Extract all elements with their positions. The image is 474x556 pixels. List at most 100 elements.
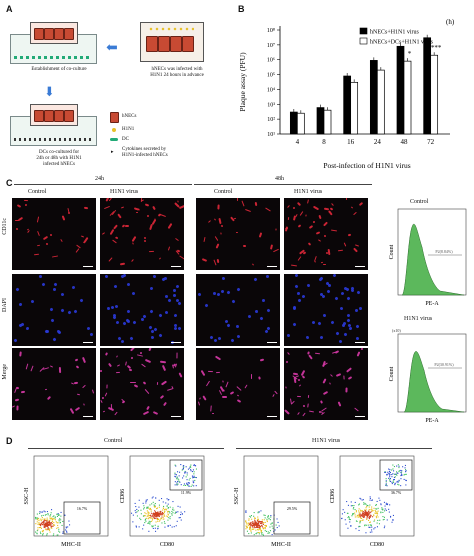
gate-percent: 16.7% [77,506,88,511]
micrograph-r2-c3 [196,274,280,346]
col-label-4: H1N1 virus [294,189,323,195]
dot-plot-xlabel: CD80 [160,542,174,548]
gate-box [169,459,203,491]
y-tick-label: 10⁷ [267,43,275,49]
flow-ylabel-h1n1: Count [389,366,395,381]
bar-h1n1-16h [343,75,352,135]
step-coculture-label: Establishment of co-culture [31,67,87,72]
legend-label-2: hNECs+DCs+H1N1 virus [370,40,434,46]
dc-icon [110,138,118,141]
dot-plot-xlabel: MHC-II [61,542,81,548]
group-control-line [28,448,224,449]
y-axis-label: Plaque assay (PFU) [238,52,247,112]
group-h1n1-line [236,448,432,449]
micrograph-r1-c2 [100,198,184,270]
step-infected-label: hNECs was infected with H1N1 24 hours in… [150,67,204,78]
micrograph-r2-c4 [284,274,368,346]
dot-plot-ylabel: SSC-H [24,487,30,505]
micrograph-r1-c4 [284,198,368,270]
arrow-left-icon: ⬅ [106,41,118,56]
col-label-2: H1N1 virus [110,189,139,195]
y-tick-label: 10⁶ [267,58,275,64]
cytokine-icon: ▸ [111,150,114,155]
x-axis-label: Post-infection of H1N1 virus [323,161,410,170]
micrograph-r3-c3 [196,348,280,420]
group-control: Control [104,438,123,444]
y-tick-label: 10³ [267,102,275,108]
flow-ylabel-control: Count [389,244,395,259]
gate-h1n1: P2(30.91%) [434,362,454,367]
gate-box [63,501,101,535]
x-axis-unit: (h) [446,18,455,26]
virus-icon [112,128,116,132]
bar-h1n1-72h [423,37,432,135]
bar-h1n1-4h [289,111,298,135]
infected-well [140,22,204,64]
time-48h: 48h [275,176,284,182]
legend-cytokines: Cytokines secreted by H1N1-infected hNEC… [122,147,168,158]
significance-mark: *** [431,44,442,52]
bar-dcs-4h [296,112,305,135]
panel-letter-a: A [6,4,13,14]
legend-swatch-2 [359,37,368,45]
bar-dcs-24h [376,69,385,135]
row-label-dapi: DAPI [2,298,8,313]
flow-xlabel-control: PE-A [425,301,439,307]
group-h1n1: H1N1 virus [312,438,341,444]
arrow-down-icon: ⬇ [44,84,55,99]
dot-plot-ylabel: SSC-H [234,487,240,505]
legend-hnecs: hNECs [122,114,137,119]
flow-histogram-control: P2(8.84%) Count PE-A [389,208,467,307]
gate-box [379,459,413,491]
y-tick-label: 10⁵ [267,73,275,79]
micrograph-r1-c3 [196,198,280,270]
dot-plot-xlabel: CD80 [370,542,384,548]
legend-swatch-1 [359,27,368,35]
gate-control: P2(8.84%) [435,249,453,254]
x-tick-label: 72 [427,138,435,146]
micrograph-r3-c4 [284,348,368,420]
panel-letter-c: C [6,178,13,188]
dc-coculture-well [10,104,97,146]
y-tick-label: 10² [267,117,275,123]
flow-title-h1n1: H1N1 virus [404,316,433,322]
dot-plot-ylabel: CD86 [330,489,336,503]
gate-percent: 29.5% [287,506,298,511]
flow-xlabel-h1n1: PE-A [425,418,439,424]
gate-percent: 11.9% [181,490,192,495]
dot-plot-2: 11.9% CD86 CD80 [120,455,205,548]
dot-plot-3: 29.5% SSC-H MHC-II [234,455,319,548]
micrograph-r1-c1 [12,198,96,270]
bar-h1n1-24h [369,60,378,135]
gate-percent: 36.7% [391,490,402,495]
row-label-cd11c: CD11c [2,218,8,235]
micrograph-r3-c1 [12,348,96,420]
legend-label-1: hNECs+H1N1 virus [370,30,420,36]
bar-dcs-16h [350,81,359,135]
step-dcs-label: DCs co-cultured for 24h or 48h with H1N1… [36,150,82,167]
micrograph-r3-c2 [100,348,184,420]
bar-dcs-48h [403,60,412,135]
time-24h-line [14,184,192,185]
col-label-3: Control [214,189,233,195]
bar-dcs-8h [323,109,332,135]
coculture-well [10,22,97,64]
x-tick-label: 16 [347,138,355,146]
x-tick-label: 8 [322,138,326,146]
panel-letter-b: B [238,4,245,14]
significance-mark: * [408,50,412,58]
flow-scale-h1n1: (x10) [392,328,401,333]
micrograph-r2-c1 [12,274,96,346]
time-48h-line [194,184,372,185]
x-tick-label: 24 [374,138,382,146]
flow-title-control: Control [410,199,429,205]
plaque-chart: Plaque assay (PFU) 10¹ 10² 10³ 10⁴ 10⁵ 10⁶ 10⁷… [238,18,455,170]
bar-h1n1-8h [316,107,325,135]
row-label-merge: Merge [2,364,8,380]
y-tick-label: 10¹ [267,132,275,138]
hnecs-icon [110,112,119,123]
dot-plot-4: 36.7% CD86 CD80 [330,455,415,548]
col-label-1: Control [28,189,47,195]
dot-plot-1: 16.7% SSC-H MHC-II [24,455,109,548]
bar-dcs-72h [430,54,439,135]
